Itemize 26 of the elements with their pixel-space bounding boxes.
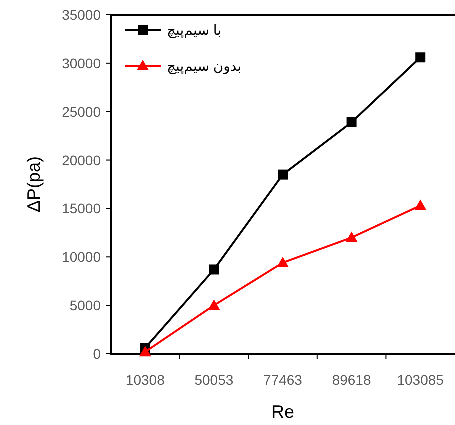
y-tick-label: 25000 — [62, 104, 102, 120]
y-tick-label: 5000 — [70, 298, 102, 314]
point — [209, 264, 220, 275]
legend-label: با سیم‌پیچ — [167, 22, 222, 39]
x-tick-label: 89618 — [332, 372, 372, 388]
y-tick-label: 0 — [93, 346, 102, 362]
x-tick-label: 103085 — [397, 372, 444, 388]
point — [414, 200, 427, 210]
y-tick-label: 20000 — [62, 152, 102, 168]
y-tick-label: 15000 — [62, 200, 102, 217]
point — [346, 232, 358, 242]
x-tick-label: 77463 — [264, 372, 303, 388]
point — [139, 346, 152, 357]
y-tick-label: 10000 — [62, 249, 102, 266]
legend-label: بدون سیم‌پیچ — [167, 58, 242, 75]
y-axis-title: ΔP(pa) — [24, 156, 44, 213]
x-tick-label: 50053 — [194, 372, 234, 388]
point — [208, 300, 220, 310]
point — [416, 52, 426, 63]
point — [278, 170, 288, 180]
point — [277, 256, 289, 268]
x-axis-title: Re — [271, 402, 295, 422]
y-tick-label: 30000 — [62, 55, 102, 72]
x-tick-label: 10308 — [126, 372, 166, 388]
point — [346, 118, 357, 128]
y-tick-label: 35000 — [62, 7, 102, 23]
